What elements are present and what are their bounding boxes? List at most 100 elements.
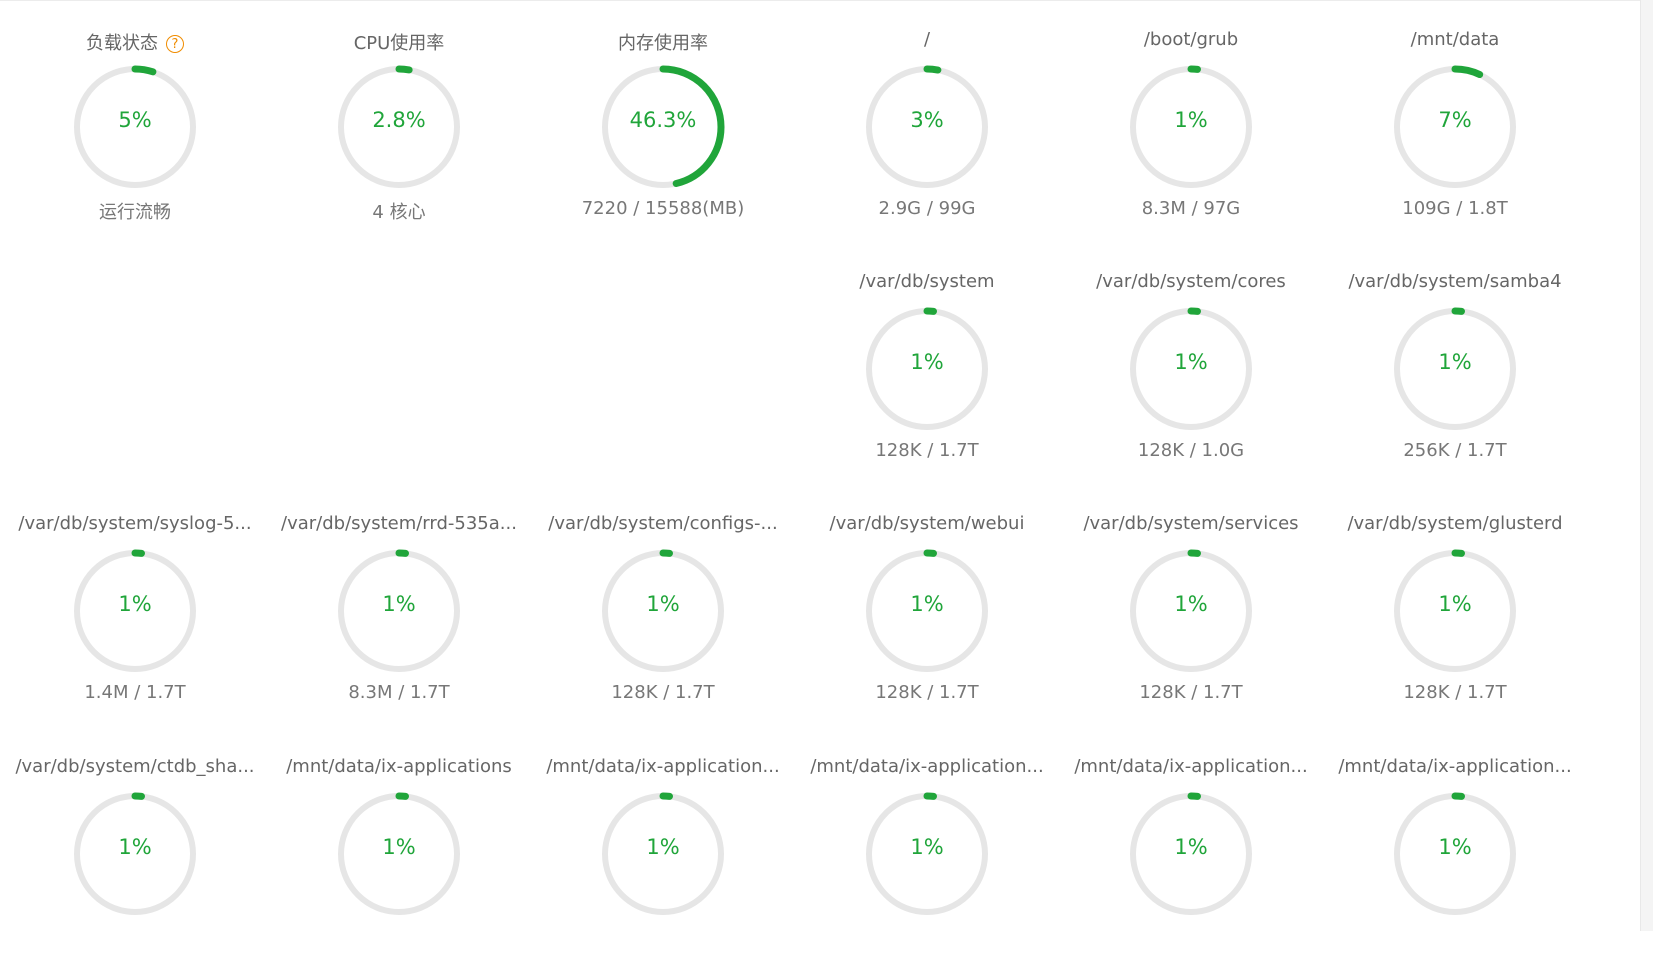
- gauge-title: /var/db/system/glusterd: [1347, 513, 1563, 534]
- gauge-disk-root[interactable]: / 3% 2.9G / 99G: [792, 1, 1062, 231]
- gauge-arc: [73, 65, 197, 189]
- gauge-arc: [865, 549, 989, 673]
- gauge-subtext: 256K / 1.7T: [1403, 440, 1507, 461]
- gauge-cpu[interactable]: CPU使用率 2.8% 4 核心: [264, 1, 534, 231]
- gauge-subtext: 128K / 1.0G: [1137, 440, 1245, 461]
- gauge-ring: [73, 65, 197, 189]
- gauge-value: 1%: [118, 835, 152, 859]
- gauge-disk-ix-application-1[interactable]: /mnt/data/ix-application... 1%: [528, 728, 798, 958]
- gauge-disk-ix-applications[interactable]: /mnt/data/ix-applications 1%: [264, 728, 534, 958]
- gauge-subtext: 1.4M / 1.7T: [84, 682, 186, 703]
- gauge-arc: [1129, 65, 1253, 189]
- gauge-ring: [865, 65, 989, 189]
- gauge-value: 1%: [1174, 108, 1208, 132]
- gauge-value: 2.8%: [372, 108, 426, 132]
- gauge-ring: [865, 307, 989, 431]
- gauge-value: 7%: [1438, 108, 1472, 132]
- gauge-ring: [601, 792, 725, 916]
- gauge-title: /mnt/data/ix-application...: [1074, 756, 1308, 777]
- gauge-ring: [865, 792, 989, 916]
- gauge-disk-glusterd[interactable]: /var/db/system/glusterd 1% 128K / 1.7T: [1320, 485, 1590, 715]
- gauge-disk-boot-grub[interactable]: /boot/grub 1% 8.3M / 97G: [1056, 1, 1326, 231]
- gauge-value: 5%: [118, 108, 152, 132]
- gauge-load[interactable]: 负载状态? 5% 运行流畅: [0, 1, 270, 231]
- gauge-arc: [865, 65, 989, 189]
- gauge-value: 1%: [1438, 350, 1472, 374]
- gauge-value: 1%: [646, 835, 680, 859]
- gauge-subtext: 7220 / 15588(MB): [581, 198, 745, 219]
- gauge-title: /mnt/data: [1410, 29, 1500, 50]
- question-circle-icon[interactable]: ?: [166, 35, 184, 53]
- gauge-subtext: 2.9G / 99G: [878, 198, 976, 219]
- scrollbar-track[interactable]: [1640, 0, 1653, 931]
- gauge-value: 1%: [1174, 592, 1208, 616]
- gauge-ring: [1129, 307, 1253, 431]
- gauge-arc: [73, 549, 197, 673]
- gauge-ring: [337, 549, 461, 673]
- gauge-memory[interactable]: 内存使用率 46.3% 7220 / 15588(MB): [528, 1, 798, 231]
- gauge-title: /var/db/system/syslog-5...: [18, 513, 252, 534]
- gauge-subtext: 8.3M / 97G: [1141, 198, 1241, 219]
- gauge-ring: [73, 549, 197, 673]
- gauge-ring: [1129, 792, 1253, 916]
- gauge-disk-var-db-system-samba4[interactable]: /var/db/system/samba4 1% 256K / 1.7T: [1320, 243, 1590, 473]
- gauge-value: 1%: [646, 592, 680, 616]
- gauge-value: 1%: [1438, 835, 1472, 859]
- gauge-disk-mnt-data[interactable]: /mnt/data 7% 109G / 1.8T: [1320, 1, 1590, 231]
- gauge-value: 1%: [1438, 592, 1472, 616]
- gauge-ring: [601, 65, 725, 189]
- gauge-value: 1%: [910, 835, 944, 859]
- gauge-title: /mnt/data/ix-application...: [1338, 756, 1572, 777]
- gauge-subtext: 128K / 1.7T: [1139, 682, 1243, 703]
- gauge-arc: [1393, 792, 1517, 916]
- gauge-value: 1%: [118, 592, 152, 616]
- gauge-disk-ix-application-2[interactable]: /mnt/data/ix-application... 1%: [792, 728, 1062, 958]
- gauge-subtext: 109G / 1.8T: [1402, 198, 1508, 219]
- gauge-ring: [1129, 549, 1253, 673]
- gauge-title: /var/db/system/webui: [829, 513, 1025, 534]
- gauge-ring: [1393, 792, 1517, 916]
- gauge-ring: [1393, 307, 1517, 431]
- gauge-disk-ix-application-3[interactable]: /mnt/data/ix-application... 1%: [1056, 728, 1326, 958]
- gauge-arc: [865, 792, 989, 916]
- gauge-arc: [1393, 307, 1517, 431]
- gauge-disk-var-db-system[interactable]: /var/db/system 1% 128K / 1.7T: [792, 243, 1062, 473]
- gauge-subtext: 128K / 1.7T: [875, 440, 979, 461]
- gauge-subtext: 运行流畅: [99, 202, 171, 223]
- gauge-arc: [337, 549, 461, 673]
- gauge-title: /var/db/system: [859, 271, 995, 292]
- gauge-ring: [1393, 65, 1517, 189]
- gauge-ring: [601, 549, 725, 673]
- gauge-arc: [337, 65, 461, 189]
- gauge-title: /mnt/data/ix-applications: [286, 756, 512, 777]
- gauge-arc: [73, 792, 197, 916]
- gauge-subtext: 4 核心: [372, 202, 426, 223]
- gauge-disk-rrd[interactable]: /var/db/system/rrd-535a... 1% 8.3M / 1.7…: [264, 485, 534, 715]
- gauge-disk-webui[interactable]: /var/db/system/webui 1% 128K / 1.7T: [792, 485, 1062, 715]
- gauge-subtext: 128K / 1.7T: [611, 682, 715, 703]
- gauge-ring: [73, 792, 197, 916]
- gauge-arc: [1129, 307, 1253, 431]
- gauge-title: 负载状态: [86, 33, 158, 54]
- gauge-title: /var/db/system/ctdb_sha...: [15, 756, 255, 777]
- gauge-ring: [865, 549, 989, 673]
- gauge-title: /var/db/system/configs-...: [548, 513, 778, 534]
- gauge-disk-ix-application-4[interactable]: /mnt/data/ix-application... 1%: [1320, 728, 1590, 958]
- gauge-disk-services[interactable]: /var/db/system/services 1% 128K / 1.7T: [1056, 485, 1326, 715]
- gauge-title: /var/db/system/services: [1083, 513, 1299, 534]
- gauge-arc: [865, 307, 989, 431]
- gauge-title: /: [923, 29, 931, 50]
- gauge-arc: [601, 549, 725, 673]
- gauge-ring: [1129, 65, 1253, 189]
- gauge-disk-var-db-system-cores[interactable]: /var/db/system/cores 1% 128K / 1.0G: [1056, 243, 1326, 473]
- gauge-arc: [337, 792, 461, 916]
- gauge-disk-ctdb[interactable]: /var/db/system/ctdb_sha... 1%: [0, 728, 270, 958]
- gauge-disk-syslog[interactable]: /var/db/system/syslog-5... 1% 1.4M / 1.7…: [0, 485, 270, 715]
- gauge-arc: [1393, 549, 1517, 673]
- gauge-subtext: 128K / 1.7T: [1403, 682, 1507, 703]
- gauge-title: /mnt/data/ix-application...: [546, 756, 780, 777]
- gauge-ring: [337, 65, 461, 189]
- gauge-disk-configs[interactable]: /var/db/system/configs-... 1% 128K / 1.7…: [528, 485, 798, 715]
- gauge-arc: [601, 65, 725, 189]
- gauge-value: 1%: [910, 592, 944, 616]
